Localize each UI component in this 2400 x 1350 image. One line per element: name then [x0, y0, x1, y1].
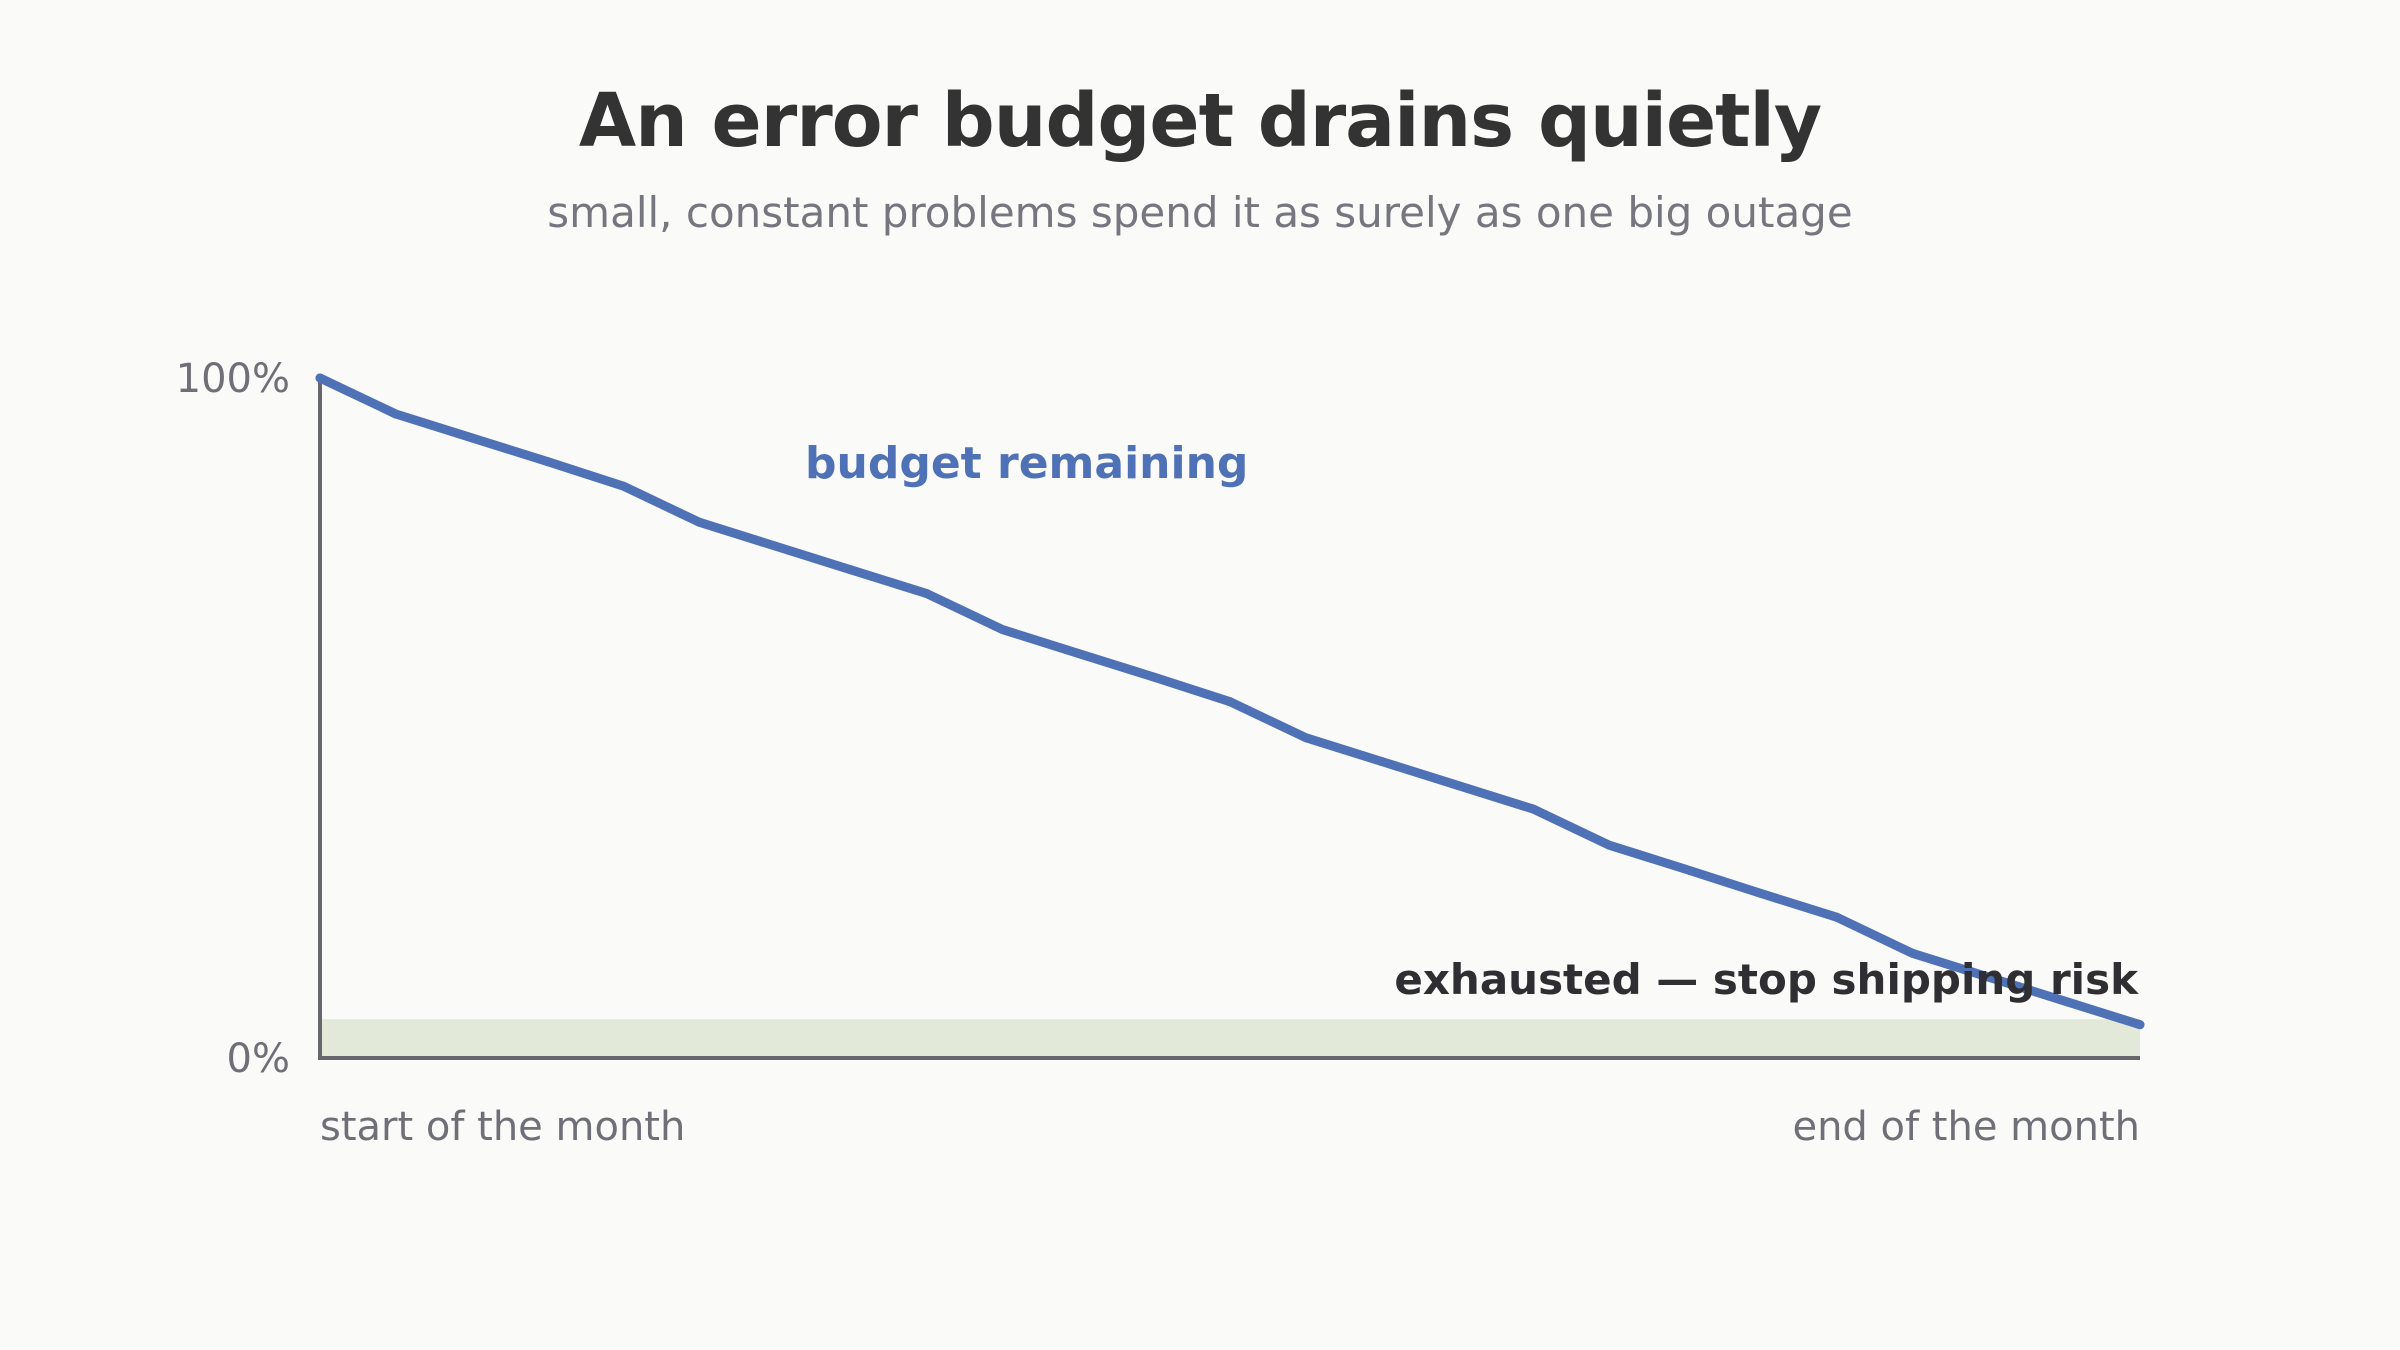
series-label-budget-remaining: budget remaining [805, 438, 1248, 489]
y-tick-label: 100% [176, 356, 290, 402]
budget-remaining-points [315, 373, 2145, 1030]
data-point [1680, 864, 1690, 874]
y-tick-label: 0% [227, 1036, 290, 1082]
data-point [1453, 780, 1462, 790]
data-point [618, 481, 628, 491]
data-point [467, 433, 477, 443]
data-point [543, 457, 552, 467]
data-point [391, 409, 401, 419]
data-point [1377, 757, 1387, 767]
data-point [770, 541, 780, 551]
data-point [1225, 697, 1235, 707]
data-point [1149, 672, 1159, 682]
data-point [1301, 733, 1311, 743]
data-point [1073, 648, 1083, 658]
data-point [1832, 912, 1842, 922]
data-point [694, 517, 704, 527]
data-point [1604, 840, 1614, 850]
x-tick-labels: start of the month end of the month [320, 1104, 2140, 1150]
data-point [1983, 972, 1993, 982]
chart-subtitle: small, constant problems spend it as sur… [547, 188, 1853, 237]
zone-label-exhausted: exhausted — stop shipping risk [1394, 955, 2139, 1004]
data-point [2135, 1020, 2145, 1030]
data-point [1756, 888, 1766, 898]
data-point [1528, 804, 1538, 814]
data-point [2059, 996, 2069, 1006]
exhausted-zone [320, 1019, 2140, 1058]
data-point [922, 589, 932, 599]
data-point [1908, 948, 1917, 958]
chart-title: An error budget drains quietly [578, 78, 1822, 164]
data-point [846, 565, 856, 575]
x-tick-label-end: end of the month [1792, 1104, 2140, 1150]
data-point [315, 373, 325, 383]
y-tick-labels: 100% 0% [176, 356, 290, 1082]
x-tick-label-start: start of the month [320, 1104, 685, 1150]
data-point [998, 625, 1007, 635]
